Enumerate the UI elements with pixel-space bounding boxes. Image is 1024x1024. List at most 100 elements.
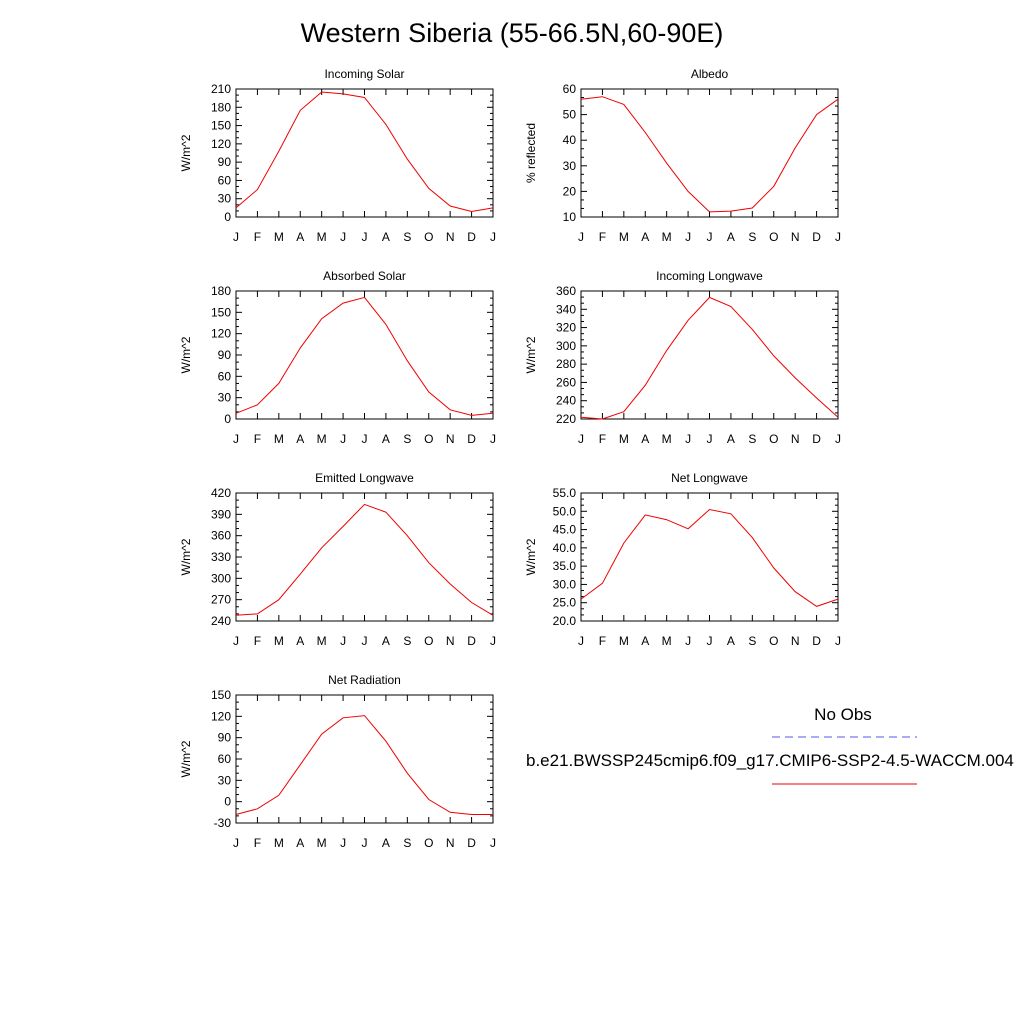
x-tick-label: M — [274, 634, 284, 648]
x-tick-label: J — [340, 230, 346, 244]
x-tick-label: M — [317, 432, 327, 446]
x-tick-label: O — [769, 432, 778, 446]
x-tick-label: O — [424, 634, 433, 648]
y-tick-label: 40.0 — [553, 541, 577, 555]
x-tick-label: A — [727, 230, 735, 244]
chart-title: Emitted Longwave — [315, 471, 414, 485]
x-tick-label: D — [467, 634, 476, 648]
y-tick-label: 55.0 — [553, 486, 577, 500]
series-line — [580, 296, 839, 420]
x-tick-label: J — [578, 432, 584, 446]
x-tick-label: J — [340, 634, 346, 648]
x-tick-label: S — [403, 836, 411, 850]
y-tick-label: 20.0 — [553, 614, 577, 628]
y-tick-label: 0 — [224, 210, 231, 224]
x-tick-label: M — [619, 634, 629, 648]
x-tick-label: A — [641, 432, 649, 446]
x-tick-label: M — [619, 230, 629, 244]
y-tick-label: 120 — [211, 137, 231, 151]
x-tick-label: D — [812, 230, 821, 244]
y-tick-label: 150 — [211, 688, 231, 702]
y-tick-label: 90 — [218, 348, 232, 362]
chart-title: Albedo — [691, 67, 729, 81]
y-tick-label: 210 — [211, 82, 231, 96]
series-line — [235, 503, 494, 616]
y-tick-label: 300 — [556, 339, 576, 353]
x-tick-label: J — [578, 230, 584, 244]
x-tick-label: J — [835, 432, 841, 446]
y-tick-label: 240 — [556, 394, 576, 408]
y-axis-label: W/m^2 — [179, 740, 193, 777]
x-tick-label: M — [317, 230, 327, 244]
x-tick-label: M — [274, 230, 284, 244]
x-tick-label: M — [317, 836, 327, 850]
x-tick-label: J — [707, 432, 713, 446]
chart-title: Absorbed Solar — [323, 269, 406, 283]
x-tick-label: A — [641, 634, 649, 648]
x-tick-label: F — [599, 634, 606, 648]
x-tick-label: M — [317, 634, 327, 648]
plot-frame — [235, 88, 494, 218]
series-line — [235, 91, 494, 213]
x-tick-label: M — [662, 432, 672, 446]
y-tick-label: 180 — [211, 284, 231, 298]
x-tick-label: J — [490, 634, 496, 648]
y-tick-label: 0 — [224, 412, 231, 426]
x-tick-label: N — [791, 634, 800, 648]
x-tick-label: F — [254, 634, 261, 648]
x-tick-label: N — [446, 634, 455, 648]
x-tick-label: D — [812, 432, 821, 446]
x-tick-label: S — [748, 230, 756, 244]
plot-frame — [235, 290, 494, 420]
x-tick-label: F — [254, 836, 261, 850]
x-tick-label: J — [835, 230, 841, 244]
y-tick-label: 30 — [218, 192, 232, 206]
y-tick-label: 150 — [211, 305, 231, 319]
y-tick-label: 120 — [211, 709, 231, 723]
y-axis-label: W/m^2 — [179, 538, 193, 575]
x-tick-label: J — [707, 634, 713, 648]
x-tick-label: M — [619, 432, 629, 446]
x-tick-label: N — [791, 230, 800, 244]
x-tick-label: F — [254, 432, 261, 446]
x-tick-label: D — [467, 432, 476, 446]
series-line — [235, 715, 493, 815]
y-tick-label: 40 — [563, 133, 577, 147]
series-line — [580, 96, 839, 213]
x-tick-label: N — [446, 230, 455, 244]
x-tick-label: J — [490, 432, 496, 446]
y-tick-label: 60 — [218, 752, 232, 766]
x-tick-label: J — [707, 230, 713, 244]
x-tick-label: S — [403, 432, 411, 446]
y-tick-label: 270 — [211, 593, 231, 607]
y-tick-label: 330 — [211, 550, 231, 564]
y-tick-label: 45.0 — [553, 523, 577, 537]
x-tick-label: A — [296, 432, 304, 446]
y-tick-label: 260 — [556, 375, 576, 389]
y-tick-label: 90 — [218, 731, 232, 745]
x-tick-label: J — [233, 432, 239, 446]
series-line — [580, 508, 839, 607]
chart-title: Net Radiation — [328, 673, 401, 687]
y-tick-label: 10 — [563, 210, 577, 224]
x-tick-label: J — [685, 230, 691, 244]
x-tick-label: O — [769, 230, 778, 244]
y-tick-label: -30 — [214, 816, 232, 830]
x-tick-label: J — [835, 634, 841, 648]
y-tick-label: 90 — [218, 155, 232, 169]
y-tick-label: 320 — [556, 321, 576, 335]
x-tick-label: F — [254, 230, 261, 244]
y-tick-label: 30 — [218, 773, 232, 787]
x-tick-label: J — [578, 634, 584, 648]
x-tick-label: J — [233, 230, 239, 244]
x-tick-label: J — [490, 836, 496, 850]
x-tick-label: A — [727, 432, 735, 446]
y-tick-label: 340 — [556, 302, 576, 316]
x-tick-label: S — [748, 432, 756, 446]
plot-frame — [235, 492, 494, 622]
x-tick-label: J — [362, 836, 368, 850]
x-tick-label: D — [467, 230, 476, 244]
plot-frame — [235, 694, 494, 824]
